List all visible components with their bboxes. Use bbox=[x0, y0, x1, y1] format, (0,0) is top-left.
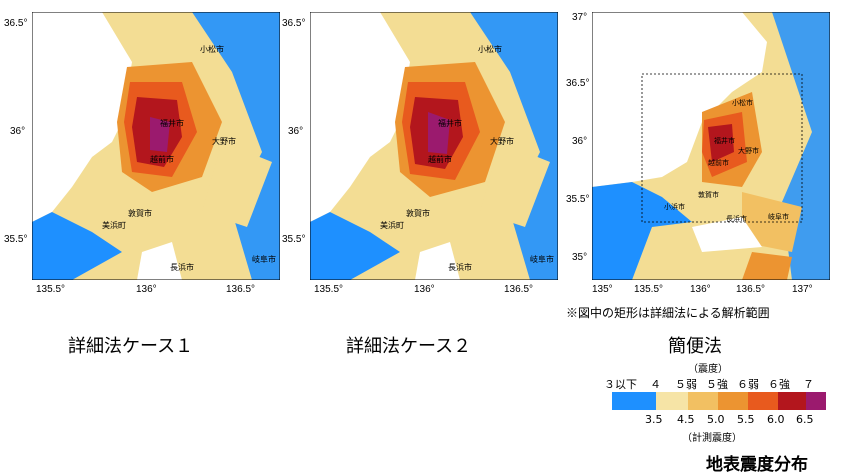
place-label: 福井市 bbox=[160, 119, 184, 128]
map-simplified: 小松市 福井市 越前市 大野市 敦賀市 小浜市 長浜市 岐阜市 bbox=[592, 12, 830, 280]
place-label: 小浜市 bbox=[664, 204, 685, 211]
legend-title-measured-intensity: （計測震度） bbox=[682, 433, 742, 444]
legend-class-label: ７ bbox=[803, 378, 814, 391]
place-label: 敦賀市 bbox=[128, 209, 152, 218]
x-tick-label: 136.5° bbox=[226, 284, 256, 295]
y-tick-label: 35° bbox=[572, 252, 588, 263]
intensity-map-1 bbox=[32, 12, 280, 280]
place-label: 福井市 bbox=[714, 138, 735, 145]
x-tick-label: 135.5° bbox=[36, 284, 66, 295]
legend-swatch bbox=[612, 392, 656, 410]
place-label: 小松市 bbox=[200, 45, 224, 54]
legend-class-label: ４ bbox=[650, 378, 661, 391]
place-label: 長浜市 bbox=[448, 263, 472, 272]
y-tick-label: 35.5° bbox=[282, 234, 306, 245]
legend-swatch bbox=[688, 392, 718, 410]
legend-color-bar bbox=[612, 392, 826, 410]
legend-swatch bbox=[748, 392, 778, 410]
legend-boundary-label: 6.5 bbox=[796, 413, 814, 426]
place-label: 越前市 bbox=[428, 155, 452, 164]
map-2-caption: 詳細法ケース２ bbox=[346, 336, 472, 357]
legend-boundary-label: 5.5 bbox=[737, 413, 755, 426]
legend-boundary-label: 4.5 bbox=[677, 413, 695, 426]
intensity-map-2 bbox=[310, 12, 558, 280]
y-tick-label: 36.5° bbox=[282, 18, 306, 29]
legend-swatch bbox=[778, 392, 806, 410]
place-label: 福井市 bbox=[438, 119, 462, 128]
place-label: 美浜町 bbox=[380, 221, 404, 230]
place-label: 小松市 bbox=[478, 45, 502, 54]
x-tick-label: 135.5° bbox=[634, 284, 664, 295]
place-label: 小松市 bbox=[732, 100, 753, 107]
y-tick-label: 36° bbox=[10, 126, 26, 137]
figure-title: 地表震度分布 bbox=[706, 455, 808, 475]
x-tick-label: 136.5° bbox=[736, 284, 766, 295]
map-3-caption: 簡便法 bbox=[668, 336, 722, 357]
y-tick-label: 37° bbox=[572, 12, 588, 23]
map-detailed-case-2: 小松市 福井市 越前市 大野市 敦賀市 美浜町 長浜市 岐阜市 bbox=[310, 12, 558, 280]
place-label: 大野市 bbox=[738, 148, 759, 155]
legend-class-label: ５弱 bbox=[675, 378, 697, 391]
x-tick-label: 136° bbox=[414, 284, 435, 295]
x-tick-label: 136° bbox=[136, 284, 157, 295]
map-1-caption: 詳細法ケース１ bbox=[68, 336, 194, 357]
y-tick-label: 36° bbox=[288, 126, 304, 137]
legend-title-intensity: （震度） bbox=[688, 364, 728, 375]
place-label: 敦賀市 bbox=[406, 209, 430, 218]
legend-class-label: ３以下 bbox=[604, 378, 637, 391]
intensity-map-3 bbox=[592, 12, 830, 280]
place-label: 長浜市 bbox=[170, 263, 194, 272]
legend-boundary-label: 5.0 bbox=[707, 413, 725, 426]
legend-swatch bbox=[718, 392, 748, 410]
x-tick-label: 136.5° bbox=[504, 284, 534, 295]
y-tick-label: 36.5° bbox=[4, 18, 28, 29]
x-tick-label: 135.5° bbox=[314, 284, 344, 295]
x-tick-label: 136° bbox=[690, 284, 711, 295]
y-tick-label: 35.5° bbox=[4, 234, 28, 245]
legend-class-label: ６弱 bbox=[737, 378, 759, 391]
place-label: 越前市 bbox=[708, 160, 729, 167]
legend-class-label: ５強 bbox=[706, 378, 728, 391]
x-tick-label: 137° bbox=[792, 284, 813, 295]
legend-class-label: ６強 bbox=[768, 378, 790, 391]
legend-boundary-label: 3.5 bbox=[645, 413, 663, 426]
place-label: 岐阜市 bbox=[530, 255, 554, 264]
place-label: 越前市 bbox=[150, 155, 174, 164]
legend-boundary-label: 6.0 bbox=[767, 413, 785, 426]
place-label: 長浜市 bbox=[726, 216, 747, 223]
place-label: 岐阜市 bbox=[768, 214, 789, 221]
analysis-range-note: ※図中の矩形は詳細法による解析範囲 bbox=[566, 306, 770, 320]
place-label: 敦賀市 bbox=[698, 192, 719, 199]
y-tick-label: 36° bbox=[572, 136, 588, 147]
place-label: 岐阜市 bbox=[252, 255, 276, 264]
place-label: 美浜町 bbox=[102, 221, 126, 230]
legend-swatch bbox=[806, 392, 826, 410]
x-tick-label: 135° bbox=[592, 284, 613, 295]
map-detailed-case-1: 小松市 福井市 越前市 大野市 敦賀市 美浜町 長浜市 岐阜市 bbox=[32, 12, 280, 280]
place-label: 大野市 bbox=[490, 137, 514, 146]
y-tick-label: 36.5° bbox=[566, 78, 590, 89]
y-tick-label: 35.5° bbox=[566, 194, 590, 205]
analysis-range-rectangle bbox=[641, 73, 803, 223]
legend-swatch bbox=[656, 392, 688, 410]
place-label: 大野市 bbox=[212, 137, 236, 146]
